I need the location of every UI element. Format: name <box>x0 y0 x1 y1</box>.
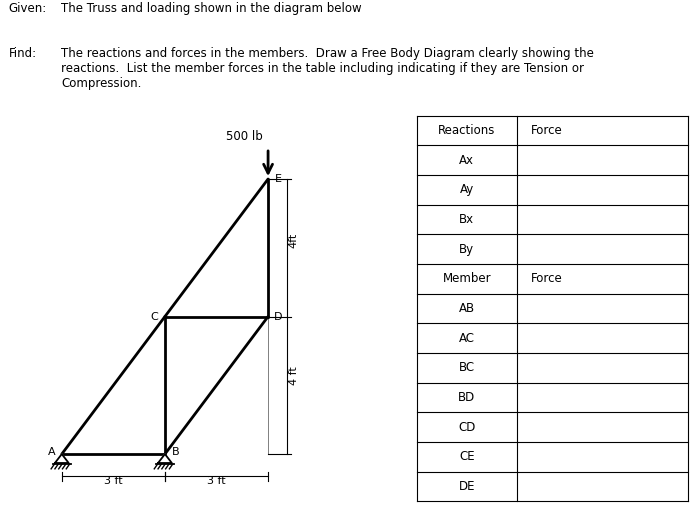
Text: By: By <box>459 243 475 256</box>
Text: Ax: Ax <box>459 153 474 166</box>
Text: The reactions and forces in the members.  Draw a Free Body Diagram clearly showi: The reactions and forces in the members.… <box>61 47 594 90</box>
Text: 3 ft: 3 ft <box>207 476 226 486</box>
Text: BD: BD <box>458 391 475 404</box>
Text: C: C <box>150 311 158 321</box>
Text: AB: AB <box>458 302 475 315</box>
Text: 4 ft: 4 ft <box>289 366 299 385</box>
Text: B: B <box>172 447 179 457</box>
Text: DE: DE <box>458 480 475 493</box>
Text: CD: CD <box>458 421 475 434</box>
Text: 3 ft: 3 ft <box>104 476 122 486</box>
Text: AC: AC <box>458 332 475 344</box>
Text: Given:: Given: <box>8 2 47 15</box>
Text: D: D <box>274 311 283 321</box>
Text: Reactions: Reactions <box>438 124 496 137</box>
Text: Force: Force <box>531 124 562 137</box>
Text: Force: Force <box>531 272 562 285</box>
Text: The Truss and loading shown in the diagram below: The Truss and loading shown in the diagr… <box>61 2 361 15</box>
Text: 500 lb: 500 lb <box>226 130 263 143</box>
Text: CE: CE <box>459 450 475 464</box>
Polygon shape <box>55 454 69 463</box>
Text: Member: Member <box>442 272 491 285</box>
Text: 4ft: 4ft <box>289 233 299 248</box>
Polygon shape <box>158 454 172 463</box>
Text: Find:: Find: <box>8 47 36 60</box>
Text: Bx: Bx <box>459 213 475 226</box>
Text: E: E <box>275 174 282 184</box>
Text: BC: BC <box>458 361 475 374</box>
Text: A: A <box>48 447 55 457</box>
Text: Ay: Ay <box>460 183 474 196</box>
